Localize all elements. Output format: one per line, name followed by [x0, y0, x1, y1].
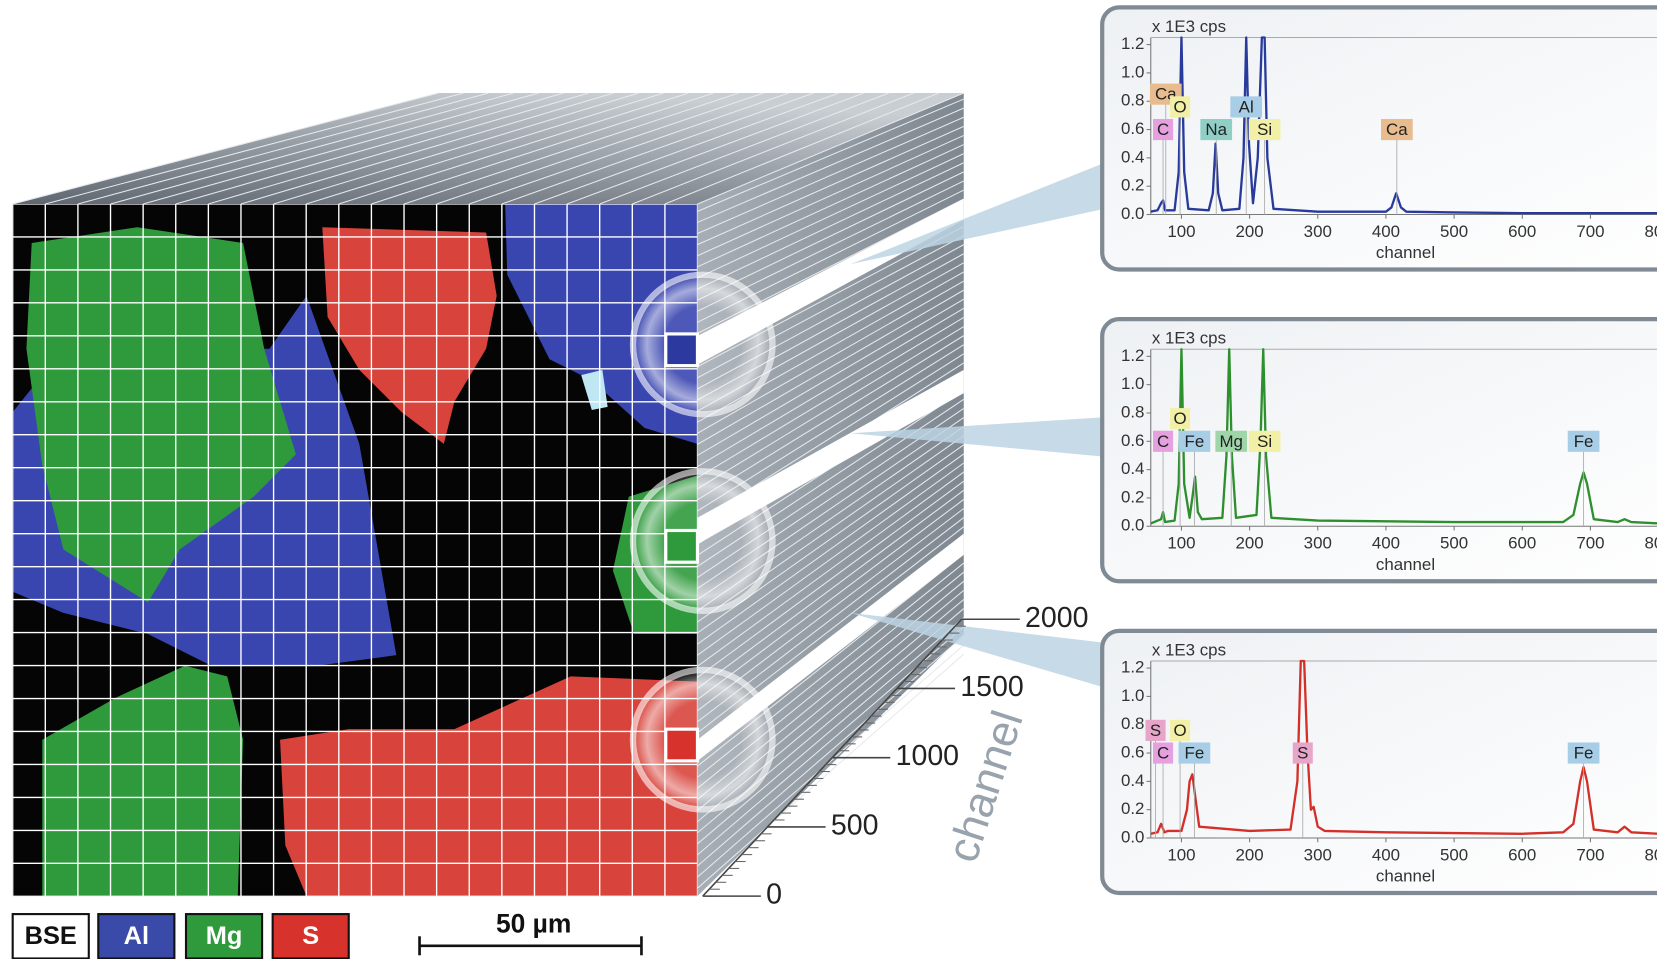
tick-label: 1000 [896, 740, 959, 772]
y-unit: x 1E3 cps [1152, 640, 1226, 659]
tick-label: 2000 [1025, 602, 1088, 634]
x-tick-label: 600 [1508, 222, 1536, 241]
y-tick-label: 1.0 [1121, 62, 1144, 81]
spectrum-panel: 0.0 0.2 0.4 0.6 0.8 1.0 1.2 100 200 300 400 500 600 7… [1102, 631, 1657, 893]
spectra: 0.0 0.2 0.4 0.6 0.8 1.0 1.2 100 200 300 400 500 600 7… [1102, 7, 1657, 893]
x-axis-title: channel [1376, 867, 1435, 886]
y-tick-label: 0.0 [1121, 204, 1144, 223]
peak-label: C [1157, 120, 1169, 139]
x-tick-label: 300 [1304, 534, 1332, 553]
x-tick-label: 200 [1236, 222, 1264, 241]
y-tick-label: 1.2 [1121, 658, 1144, 677]
peak-label: O [1174, 409, 1187, 428]
y-tick-label: 0.8 [1121, 402, 1144, 421]
axis-label: channel [938, 705, 1033, 868]
peak-label: Si [1257, 120, 1272, 139]
element-map [13, 204, 698, 896]
y-tick-label: 0.6 [1121, 743, 1144, 762]
y-tick-label: 0.0 [1121, 827, 1144, 846]
peak-label: O [1174, 97, 1187, 116]
y-tick-label: 0.2 [1121, 487, 1144, 506]
x-tick-label: 300 [1304, 845, 1332, 864]
x-tick-label: 700 [1576, 222, 1604, 241]
spectrum-panel: 0.0 0.2 0.4 0.6 0.8 1.0 1.2 100 200 300 400 500 600 7… [1102, 7, 1657, 269]
legend-label: S [302, 922, 319, 950]
highlight-ring [633, 471, 772, 610]
selected-pixel [666, 729, 698, 761]
y-unit: x 1E3 cps [1152, 329, 1226, 348]
y-tick-label: 0.6 [1121, 119, 1144, 138]
highlight-ring [633, 670, 772, 809]
x-tick-label: 200 [1236, 534, 1264, 553]
x-tick-label: 400 [1372, 222, 1400, 241]
x-tick-label: 500 [1440, 534, 1468, 553]
tick-label: 0 [766, 879, 782, 911]
x-tick-label: 800 [1644, 222, 1657, 241]
x-tick-label: 800 [1644, 534, 1657, 553]
spectrum-panel: 0.0 0.2 0.4 0.6 0.8 1.0 1.2 100 200 300 400 500 600 7… [1102, 319, 1657, 581]
y-tick-label: 0.0 [1121, 516, 1144, 535]
x-tick-label: 500 [1440, 222, 1468, 241]
tick-label: 1500 [960, 671, 1023, 703]
selected-pixel [666, 530, 698, 562]
x-tick-label: 700 [1576, 845, 1604, 864]
tick-label: 500 [831, 809, 879, 841]
x-tick-label: 400 [1372, 534, 1400, 553]
x-tick-label: 600 [1508, 845, 1536, 864]
y-tick-label: 1.0 [1121, 686, 1144, 705]
y-tick-label: 0.2 [1121, 799, 1144, 818]
x-tick-label: 700 [1576, 534, 1604, 553]
y-tick-label: 0.4 [1121, 147, 1144, 166]
highlight-ring [633, 275, 772, 414]
peak-label: Mg [1219, 432, 1242, 451]
peak-label: Ca [1386, 120, 1408, 139]
peak-label: S [1297, 744, 1308, 763]
y-tick-label: 0.4 [1121, 771, 1144, 790]
y-tick-label: 1.2 [1121, 34, 1144, 53]
peak-label: C [1157, 432, 1169, 451]
peak-label: Na [1205, 120, 1227, 139]
x-tick-label: 400 [1372, 845, 1400, 864]
figure: 0 500 1000 1500 2000 channel 0.0 0.2 0.4 0.6 0.8 1… [0, 0, 1657, 959]
x-tick-label: 800 [1644, 845, 1657, 864]
legend-label: Mg [206, 922, 243, 950]
y-tick-label: 0.2 [1121, 176, 1144, 195]
data-cube [13, 93, 1103, 896]
peak-label: O [1174, 721, 1187, 740]
peak-label: Si [1257, 432, 1272, 451]
y-tick-label: 0.4 [1121, 459, 1144, 478]
y-tick-label: 0.8 [1121, 714, 1144, 733]
legend-label: Al [124, 922, 149, 950]
scale-bar: 50 µm [420, 909, 642, 956]
x-tick-label: 100 [1167, 845, 1195, 864]
selected-pixel [666, 334, 698, 366]
x-tick-label: 600 [1508, 534, 1536, 553]
y-tick-label: 1.0 [1121, 374, 1144, 393]
peak-label: S [1150, 721, 1161, 740]
x-tick-label: 500 [1440, 845, 1468, 864]
x-tick-label: 200 [1236, 845, 1264, 864]
x-tick-label: 100 [1167, 534, 1195, 553]
y-tick-label: 1.2 [1121, 346, 1144, 365]
legend-label: BSE [25, 922, 77, 950]
x-axis-title: channel [1376, 243, 1435, 262]
x-axis-title: channel [1376, 555, 1435, 574]
peak-label: Fe [1185, 432, 1205, 451]
peak-label: Fe [1185, 744, 1205, 763]
peak-label: Fe [1574, 432, 1594, 451]
legend: BSE Al Mg S [13, 914, 349, 958]
peak-label: Fe [1574, 744, 1594, 763]
peak-label: C [1157, 744, 1169, 763]
peak-label: Al [1239, 97, 1254, 116]
x-tick-label: 100 [1167, 222, 1195, 241]
y-unit: x 1E3 cps [1152, 17, 1226, 36]
x-tick-label: 300 [1304, 222, 1332, 241]
y-tick-label: 0.8 [1121, 91, 1144, 110]
y-tick-label: 0.6 [1121, 431, 1144, 450]
scale-label: 50 µm [496, 909, 571, 939]
